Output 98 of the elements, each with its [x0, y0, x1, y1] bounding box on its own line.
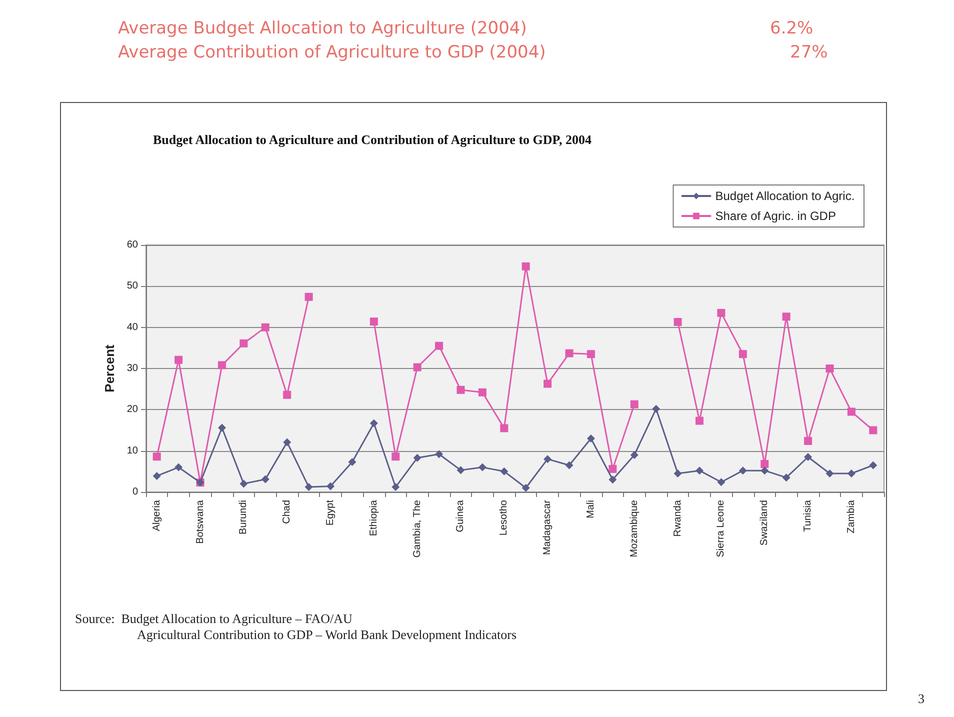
point — [435, 450, 444, 458]
x-tick-label: Ethiopia — [368, 500, 380, 536]
x-tick-label: Botswana — [194, 500, 206, 544]
x-tick-label: Algeria — [151, 500, 162, 532]
point — [304, 483, 313, 492]
point — [218, 361, 226, 370]
point — [392, 452, 400, 461]
point — [261, 475, 270, 484]
text: 27% — [790, 42, 828, 62]
y-tick-label: 50 — [126, 280, 138, 292]
point — [478, 463, 486, 472]
y-tick-label: 60 — [126, 240, 138, 250]
point — [435, 342, 444, 350]
point — [174, 356, 183, 364]
point — [522, 484, 530, 492]
point — [674, 318, 682, 326]
point — [283, 438, 292, 446]
point — [283, 390, 292, 399]
point — [760, 466, 769, 475]
point — [804, 453, 812, 462]
point — [174, 463, 183, 472]
point — [847, 408, 856, 416]
x-tick-label: Gambia, The — [412, 500, 423, 558]
point — [696, 466, 704, 475]
x-tick-label: Mali — [585, 500, 596, 518]
point — [500, 424, 508, 432]
point — [826, 469, 834, 478]
point — [586, 434, 595, 442]
point — [608, 464, 617, 473]
y-tick-label: 0 — [132, 486, 138, 498]
text: 3 — [918, 691, 924, 706]
point — [782, 312, 790, 321]
text: Agricultural Contribution to GDP – World Bank Development Indicators — [137, 627, 517, 642]
point — [370, 318, 378, 326]
point — [348, 458, 356, 466]
y-tick-label: 10 — [126, 445, 138, 456]
point — [717, 478, 726, 486]
point — [804, 436, 812, 445]
x-tick-label: Tunisia — [802, 500, 814, 532]
chart-title: Budget Allocation to Agriculture and Contribution of Agriculture to GDP, 2004 — [153, 132, 592, 147]
point — [218, 424, 226, 432]
x-tick-label: Madagascar — [542, 499, 554, 556]
point — [652, 404, 660, 413]
point — [456, 466, 465, 474]
point — [630, 450, 638, 459]
point — [544, 380, 552, 388]
x-tick-label: Zambia — [846, 500, 857, 534]
point — [869, 426, 878, 434]
point — [696, 416, 704, 425]
point — [782, 474, 790, 482]
point — [152, 472, 161, 480]
point — [630, 400, 638, 408]
point — [456, 386, 465, 394]
x-tick-label: Lesotho — [498, 500, 510, 536]
point — [826, 364, 834, 372]
x-tick-label: Mozambique — [628, 500, 640, 558]
point — [413, 454, 422, 462]
text: Average Contribution of Agriculture to GDP (2004) — [118, 42, 546, 62]
point — [544, 455, 552, 464]
point — [261, 323, 270, 332]
point — [500, 467, 508, 476]
source-note: Source: Budget Allocation to Agriculture – FAO/AU — [75, 611, 354, 626]
point — [370, 419, 378, 428]
point — [869, 461, 878, 470]
point — [392, 483, 400, 492]
point — [674, 469, 682, 478]
point — [304, 292, 313, 301]
x-tick-label: Burundi — [238, 500, 250, 534]
y-tick-label: 30 — [126, 363, 138, 374]
x-tick-label: Rwanda — [672, 500, 684, 537]
legend-label: Budget Allocation to Agric. — [715, 189, 855, 203]
point — [413, 363, 422, 372]
x-tick-label: Guinea — [455, 500, 466, 532]
point — [326, 482, 334, 490]
x-tick-label: Swaziland — [759, 500, 770, 546]
y-tick-label: 40 — [126, 322, 138, 333]
x-tick-label: Sierra Leone — [716, 500, 727, 558]
y-axis-title: Percent — [102, 344, 117, 392]
point — [152, 452, 161, 461]
point — [760, 460, 769, 468]
point — [847, 469, 856, 478]
legend-label: Share of Agric. in GDP — [715, 209, 836, 223]
point — [240, 339, 248, 348]
point — [608, 476, 617, 484]
point — [717, 308, 726, 317]
text: 6.2% — [770, 18, 814, 38]
point — [738, 350, 747, 358]
point — [522, 262, 530, 270]
y-tick-label: 20 — [126, 404, 138, 416]
point — [565, 461, 574, 470]
point — [240, 480, 248, 488]
text: Average Budget Allocation to Agriculture (2004) — [118, 18, 527, 38]
point — [738, 466, 747, 475]
point — [478, 388, 486, 396]
point — [586, 350, 595, 358]
x-tick-label: Chad — [282, 500, 293, 524]
point — [565, 349, 574, 358]
x-tick-label: Egypt — [325, 500, 336, 526]
